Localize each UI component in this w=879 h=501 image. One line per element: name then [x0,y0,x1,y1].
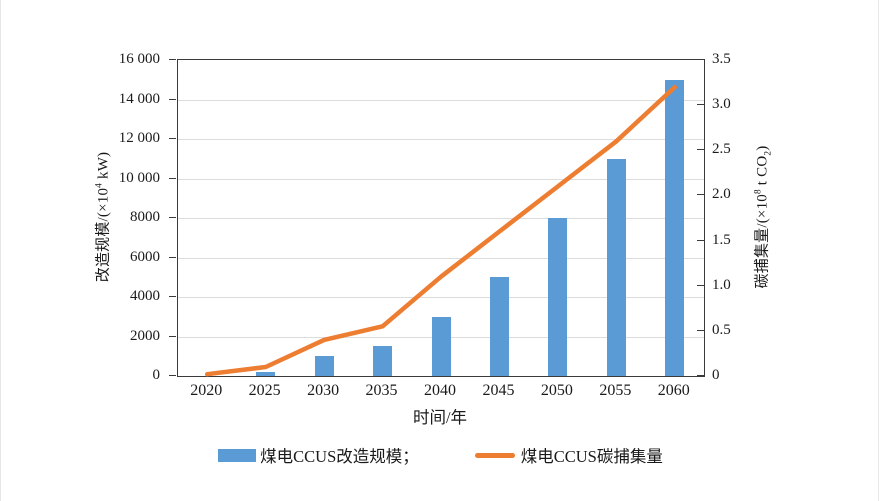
x-tick-label-2045: 2045 [482,382,515,399]
x-axis-title: 时间/年 [412,408,468,427]
gridline-4000 [178,297,704,298]
legend-line-swatch-icon [474,452,515,458]
gridline-10000 [178,178,704,180]
right-axis-tick-label-2.5: 2.5 [712,141,731,158]
gridline-8000 [178,218,704,219]
bar-2025 [256,372,276,376]
right-axis-tick-0 [697,375,704,376]
bar-2040 [431,316,451,376]
left-axis-tick-4000 [169,296,176,297]
left-axis-tick-label-10000: 10 000 [118,169,160,186]
bar-2050 [548,218,568,376]
legend-item-line-series: 煤电CCUS碳捕集量 [474,443,663,467]
right-axis-title-text: 碳捕集量/(×10 [754,194,771,289]
right-axis-title-unit: t CO [754,155,771,190]
bar-2060 [665,79,685,376]
left-axis-tick-12000 [169,138,176,139]
right-axis-tick-2.5 [697,149,704,151]
legend-bar-swatch-icon [218,448,257,462]
right-axis-tick-label-3: 3.0 [712,96,731,113]
right-axis-tick-0.5 [697,329,704,331]
left-axis-tick-label-0: 0 [152,367,161,383]
right-axis-tick-2 [697,194,704,196]
right-axis-tick-1.5 [697,239,704,241]
line-path [204,84,678,377]
legend-line-label: 煤电CCUS碳捕集量 [520,447,663,466]
x-tick-label-2055: 2055 [599,382,632,399]
x-tick-label-2020: 2020 [190,382,223,399]
right-axis-title: 碳捕集量/(×108 t CO2) [751,146,774,289]
x-tick-label-2035: 2035 [365,382,398,399]
left-axis-title-text: 改造规模/(×10 [95,187,112,283]
left-axis-tick-label-2000: 2000 [130,327,160,344]
left-axis-tick-6000 [169,256,176,258]
left-axis-tick-label-12000: 12 000 [118,130,160,146]
right-axis-tick-label-1: 1.0 [712,276,731,293]
legend: 煤电CCUS改造规模； 煤电CCUS碳捕集量 [1,443,878,467]
left-axis-tick-label-4000: 4000 [130,288,160,304]
right-axis-title-subscript: 2 [763,150,774,156]
left-axis-tick-14000 [169,98,176,100]
x-tick-label-2030: 2030 [307,382,340,399]
right-axis-title-close: ) [754,145,771,151]
left-axis-title: 改造规模/(×104 kW) [92,152,113,283]
left-axis-title-unit: kW) [95,151,112,183]
bar-2045 [489,277,509,376]
bar-2035 [373,346,393,376]
right-axis-tick-3 [697,104,704,106]
gridline-12000 [178,139,704,140]
left-axis-tick-10000 [169,177,176,179]
x-tick-label-2025: 2025 [248,382,281,399]
left-axis-tick-label-6000: 6000 [130,248,160,265]
left-axis-tick-16000 [169,59,176,60]
gridline-14000 [178,99,704,101]
left-axis-tick-label-14000: 14 000 [118,90,160,107]
right-axis-tick-1 [697,284,704,286]
right-axis-tick-label-3.5: 3.5 [712,51,731,67]
gridline-6000 [178,257,704,259]
x-tick-label-2040: 2040 [424,382,456,399]
left-axis-tick-2000 [169,335,176,337]
right-axis-tick-label-2: 2.0 [712,186,731,203]
legend-item-bar-series: 煤电CCUS改造规模； [218,443,419,467]
plot-area [177,59,705,377]
bar-2030 [314,356,334,376]
right-axis-tick-label-0.5: 0.5 [712,321,731,338]
right-axis-title-superscript: 8 [753,189,764,194]
left-axis-tick-label-8000: 8000 [130,209,160,225]
x-tick-label-2050: 2050 [540,382,573,399]
x-tick-label-2060: 2060 [657,382,690,399]
right-axis-tick-3.5 [697,59,704,60]
left-axis-title-superscript: 4 [94,182,105,188]
right-axis-tick-label-1.5: 1.5 [712,231,731,248]
line-series [204,84,678,377]
bar-2055 [606,158,626,376]
legend-bar-label: 煤电CCUS改造规模； [260,447,419,466]
left-axis-tick-8000 [169,217,176,218]
right-axis-tick-label-0: 0 [712,367,720,383]
left-axis-tick-label-16000: 16 000 [118,51,160,67]
left-axis-tick-0 [169,375,176,376]
